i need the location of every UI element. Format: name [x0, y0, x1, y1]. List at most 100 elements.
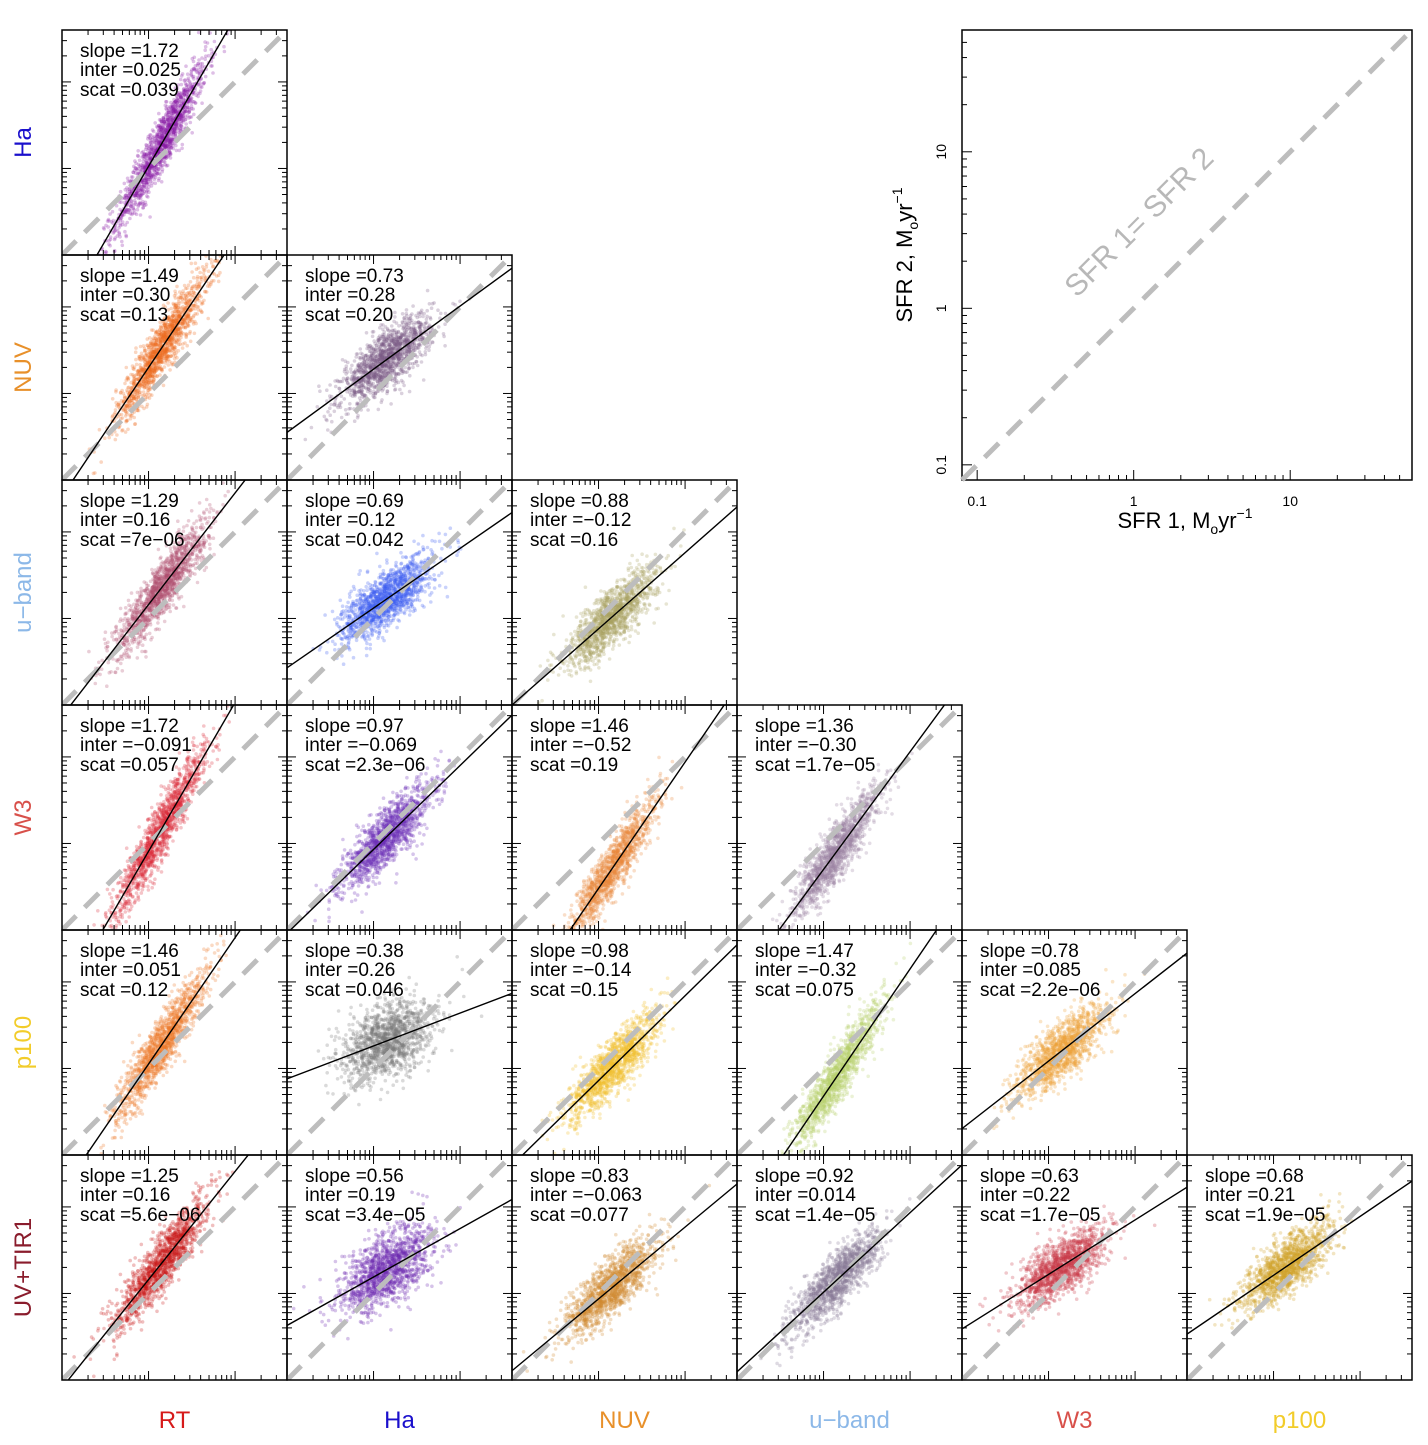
scatter-point: [123, 223, 128, 227]
scatter-point: [129, 204, 133, 208]
scatter-point: [402, 383, 406, 388]
scatter-point: [118, 218, 123, 222]
scatter-point: [173, 292, 178, 296]
scatter-point: [167, 108, 171, 113]
scatter-point: [180, 118, 184, 123]
scatter-point: [125, 207, 129, 212]
scatter-point: [161, 135, 165, 140]
scatter-point: [368, 354, 372, 359]
scatter-point: [417, 320, 421, 325]
scatter-point: [171, 114, 175, 118]
scatter-point: [147, 153, 152, 158]
scatter-point: [148, 215, 152, 219]
scatter-point: [158, 126, 162, 130]
scatter-point: [340, 379, 345, 384]
scatter-point: [189, 97, 193, 102]
scatter-point: [392, 372, 397, 376]
scatter-point: [185, 343, 189, 348]
scatter-point: [152, 134, 156, 139]
scatter-point: [147, 143, 151, 147]
scatter-point: [175, 93, 179, 97]
scatter-point: [204, 54, 208, 58]
scatter-point: [398, 387, 402, 392]
scatter-point: [142, 178, 147, 182]
scatter-point: [173, 126, 178, 130]
scatter-point: [118, 222, 122, 226]
scatter-point: [198, 62, 203, 66]
scatter-point: [165, 144, 169, 148]
scatter-point: [133, 350, 138, 355]
scatter-point: [195, 580, 200, 585]
scatter-point: [196, 94, 200, 99]
scatter-point: [390, 328, 395, 333]
scatter-point: [181, 87, 186, 92]
scatter-point: [149, 366, 154, 371]
scatter-point: [326, 410, 330, 414]
scatter-point: [157, 111, 161, 116]
scatter-point: [167, 149, 172, 154]
scatter-point: [142, 167, 147, 172]
scatter-point: [158, 360, 162, 364]
scatter-point: [200, 85, 204, 89]
scatter-point: [146, 134, 151, 139]
scatter-point: [118, 235, 122, 239]
scatter-point: [180, 112, 185, 116]
scatter-point: [133, 193, 138, 198]
scatter-point: [410, 318, 414, 323]
scatter-point: [136, 162, 141, 167]
scatter-point: [161, 146, 165, 150]
scatter-point: [125, 189, 130, 194]
scatter-point: [196, 305, 201, 309]
scatter-point: [163, 329, 167, 333]
scatter-point: [160, 136, 165, 140]
scatter-point: [171, 141, 175, 146]
scatter-point: [144, 172, 149, 177]
scatter-point: [182, 306, 186, 311]
scatter-point: [328, 383, 332, 387]
scatter-point: [148, 151, 152, 156]
scatter-point: [180, 115, 184, 120]
scatter-point: [210, 279, 214, 283]
scatter-point: [164, 114, 168, 118]
scatter-point: [124, 234, 129, 239]
scatter-point: [343, 359, 348, 364]
scatter-point: [133, 159, 137, 163]
scatter-point: [206, 316, 210, 321]
scatter-point: [194, 267, 199, 272]
scatter-point: [137, 191, 142, 196]
scatter-point: [142, 182, 146, 187]
scatter-point: [157, 135, 162, 140]
scatter-point: [113, 236, 117, 240]
scatter-point: [161, 131, 166, 136]
fit-line: [72, 255, 225, 480]
scatter-point: [177, 122, 182, 126]
scatter-point: [169, 109, 174, 113]
scatter-point: [144, 203, 148, 207]
scatter-point: [187, 79, 192, 84]
scatter-point: [178, 104, 183, 108]
scatter-point: [157, 132, 161, 136]
scatter-point: [115, 433, 119, 437]
scatter-point: [180, 114, 184, 118]
scatter-point: [183, 118, 187, 122]
scatter-point: [392, 383, 396, 388]
scatter-point: [176, 83, 181, 87]
scatter-point: [325, 388, 329, 393]
scatter-point: [157, 150, 162, 154]
scatter-point: [128, 192, 132, 196]
scatter-point: [418, 314, 422, 319]
scatter-point: [144, 143, 149, 148]
scatter-point: [186, 76, 191, 80]
scatter-point: [120, 243, 125, 248]
scatter-point: [173, 109, 178, 114]
scatter-point: [123, 193, 128, 198]
scatter-point: [138, 213, 143, 217]
scatter-point: [173, 109, 177, 114]
scatter-point: [347, 390, 352, 395]
scatter-point: [185, 90, 189, 94]
scatter-point: [125, 186, 129, 190]
scatter-point: [195, 312, 199, 316]
scatter-point: [129, 175, 134, 179]
scatter-point: [144, 177, 149, 182]
scatter-point: [126, 427, 130, 432]
